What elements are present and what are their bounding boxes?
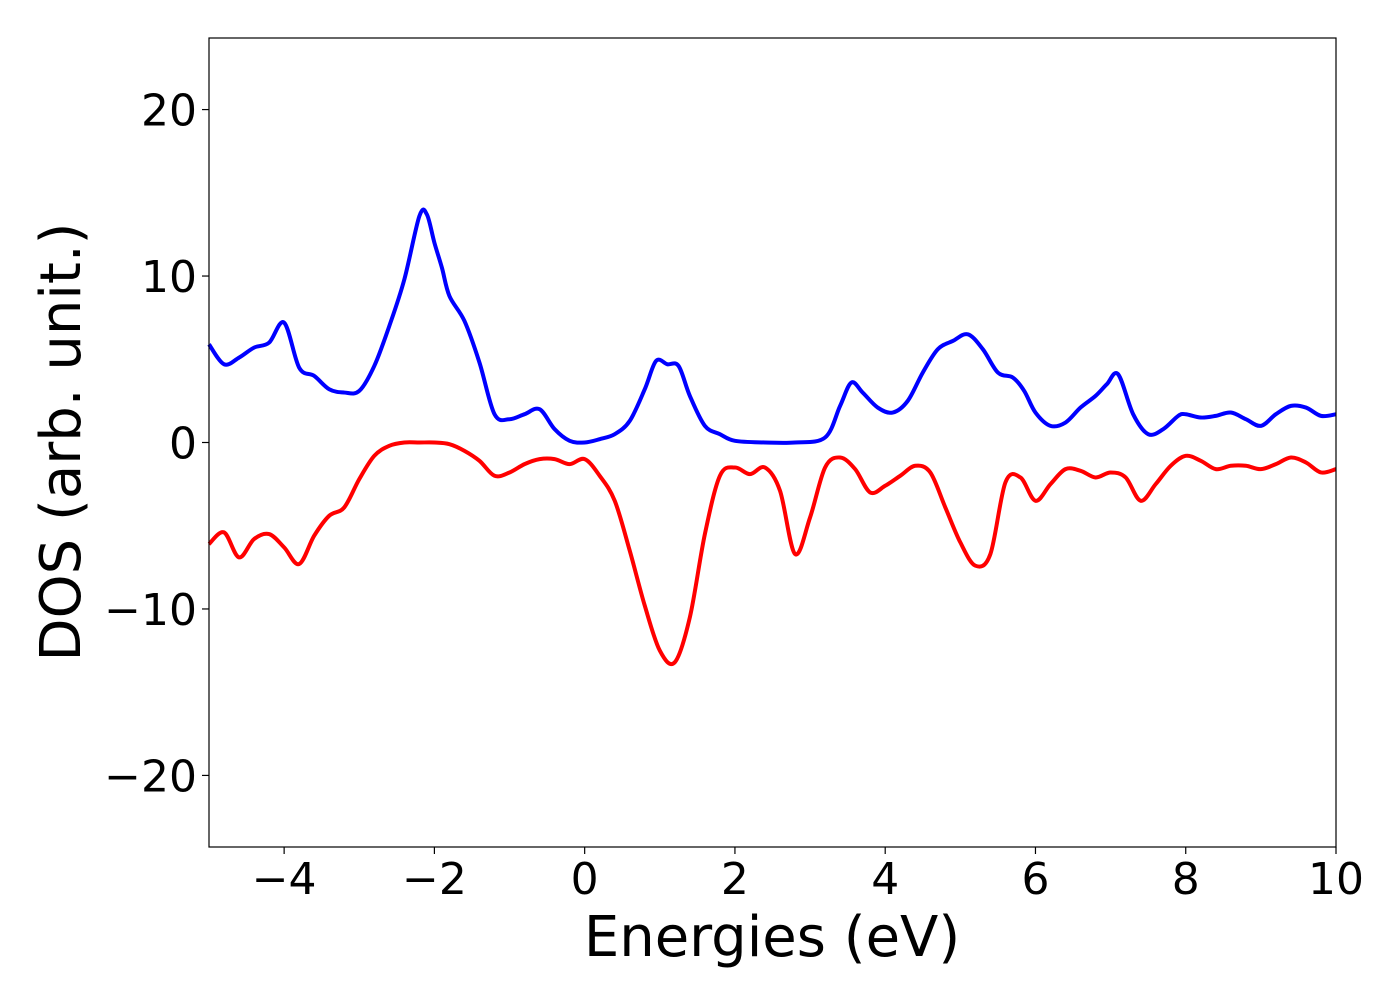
series-line-2 [207, 440, 1337, 667]
y-tick-label: −20 [104, 751, 197, 802]
y-axis-label: DOS (arb. unit.) [29, 222, 94, 661]
series-line-1 [207, 207, 1337, 445]
x-tick-label: 0 [571, 854, 599, 905]
x-tick-label: 2 [721, 854, 749, 905]
y-tick-label: 10 [141, 252, 197, 303]
x-axis-label: Energies (eV) [584, 905, 960, 970]
x-tick-label: 6 [1021, 854, 1049, 905]
x-tick-label: 10 [1308, 854, 1364, 905]
y-tick-label: −10 [104, 585, 197, 636]
x-tick-label: 4 [871, 854, 899, 905]
x-tick-label: −2 [402, 854, 467, 905]
x-tick-label: 8 [1172, 854, 1200, 905]
x-axis-ticks: −4 −2 0 2 4 6 8 10 [252, 847, 1364, 905]
series-layer [207, 207, 1337, 667]
x-tick-label: −4 [252, 854, 317, 905]
y-tick-label: 0 [169, 419, 197, 470]
y-axis-ticks: −20 −10 0 10 20 [104, 86, 209, 802]
y-tick-label: 20 [141, 86, 197, 137]
